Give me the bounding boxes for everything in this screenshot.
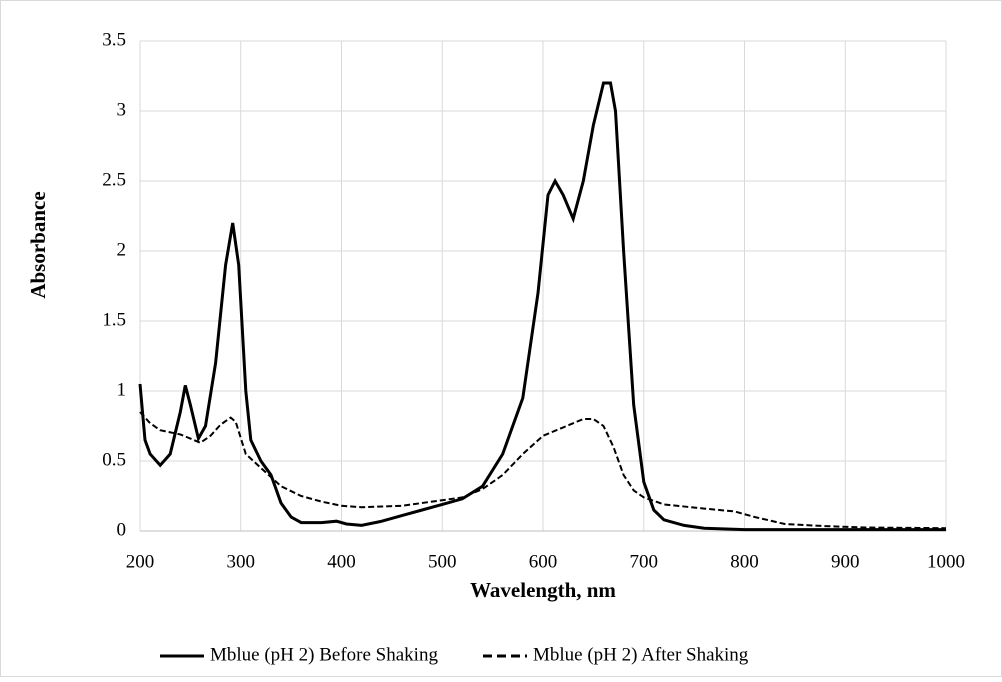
x-tick-label: 700 xyxy=(630,551,659,572)
x-tick-label: 800 xyxy=(730,551,759,572)
y-tick-label: 0.5 xyxy=(102,449,126,470)
x-tick-label: 300 xyxy=(227,551,256,572)
y-tick-label: 2.5 xyxy=(102,169,126,190)
y-tick-label: 2 xyxy=(117,239,127,260)
line-series xyxy=(138,81,946,532)
x-tick-label: 500 xyxy=(428,551,457,572)
y-axis-label: Absorbance xyxy=(26,191,50,298)
y-tick-label: 1 xyxy=(117,379,127,400)
legend-label: Mblue (pH 2) Before Shaking xyxy=(210,644,438,665)
legend-label: Mblue (pH 2) After Shaking xyxy=(533,644,749,665)
x-tick-label: 600 xyxy=(529,551,558,572)
y-tick-label: 0 xyxy=(117,519,127,540)
x-tick-label: 400 xyxy=(327,551,356,572)
line-series xyxy=(139,411,947,530)
y-tick-label: 3 xyxy=(117,99,127,120)
y-tick-label: 1.5 xyxy=(102,309,126,330)
x-tick-label: 200 xyxy=(126,551,155,572)
x-tick-label: 900 xyxy=(831,551,860,572)
x-axis-label: Wavelength, nm xyxy=(470,578,616,602)
y-tick-label: 3.5 xyxy=(102,29,126,50)
x-tick-label: 1000 xyxy=(927,551,965,572)
